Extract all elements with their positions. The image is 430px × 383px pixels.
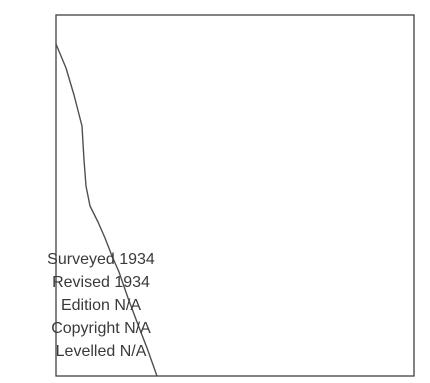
map-frame: [55, 14, 415, 377]
revised-text: Revised 1934: [52, 274, 150, 291]
levelled-text: Levelled N/A: [55, 343, 147, 360]
edition-text: Edition N/A: [60, 297, 142, 314]
surveyed-text: Surveyed 1934: [47, 251, 155, 268]
map-info-block: Surveyed 1934 Revised 1934 Edition N/A C…: [21, 248, 181, 363]
copyright-text: Copyright N/A: [51, 320, 151, 337]
boundary-line: [55, 43, 158, 377]
